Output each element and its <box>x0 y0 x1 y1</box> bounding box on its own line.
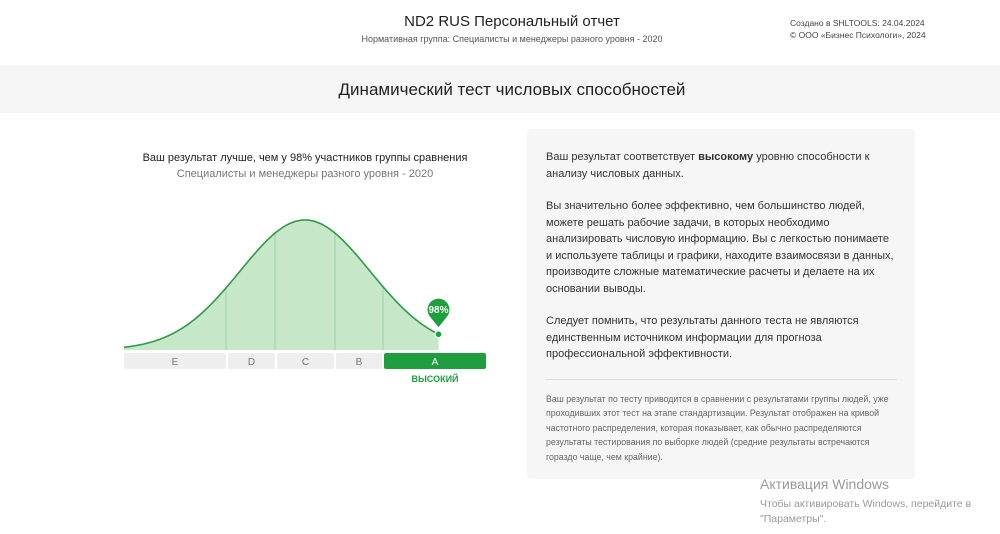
distribution-chart: E D C B A ВЫСОКИЙ 98% <box>0 0 486 384</box>
band-d <box>228 353 275 369</box>
band-e <box>124 353 226 369</box>
norm-group: Нормативная группа: Специалисты и менедж… <box>361 34 663 44</box>
marker-dot <box>435 331 442 338</box>
band-label: E <box>172 357 179 368</box>
divider <box>546 378 897 380</box>
comparison-group: Специалисты и менеджеры разного уровня -… <box>176 168 434 180</box>
methodology-note: Ваш результат по тесту приводится в срав… <box>546 393 889 462</box>
report-meta: Создано в SHLTOOLS: 24.04.2024 © ООО «Би… <box>790 17 926 41</box>
percentile-pin <box>427 298 450 328</box>
windows-activation-text: Чтобы активировать Windows, перейдите в … <box>760 498 972 525</box>
band-label: A <box>432 357 439 368</box>
level-label: ВЫСОКИЙ <box>411 373 458 384</box>
band-a <box>384 353 486 369</box>
description-detail: Вы значительно более эффективно, чем бол… <box>546 200 894 295</box>
band-label: D <box>248 357 255 368</box>
description-level: Ваш результат соответствует высокому уро… <box>546 151 870 180</box>
band-b <box>336 353 382 369</box>
percentile-label: 98% <box>428 305 448 316</box>
section-header: Динамический тест числовых способностей <box>0 65 1000 113</box>
windows-activation-title: Активация Windows <box>760 476 890 492</box>
copyright: © ООО «Бизнес Психологи», 2024 <box>790 30 926 40</box>
band-label: C <box>302 357 309 368</box>
result-headline: Ваш результат лучше, чем у 98% участнико… <box>142 152 468 164</box>
distribution-curve <box>123 219 439 349</box>
description-caveat: Следует помнить, что результаты данного … <box>546 315 859 360</box>
band-c <box>277 353 334 369</box>
description-card: Ваш результат соответствует высокому уро… <box>527 129 915 479</box>
band-label: B <box>356 357 363 368</box>
section-title: Динамический тест числовых способностей <box>338 80 686 99</box>
distribution-area <box>124 220 439 350</box>
created-date: Создано в SHLTOOLS: 24.04.2024 <box>790 18 925 28</box>
report-title: ND2 RUS Персональный отчет <box>404 13 620 30</box>
